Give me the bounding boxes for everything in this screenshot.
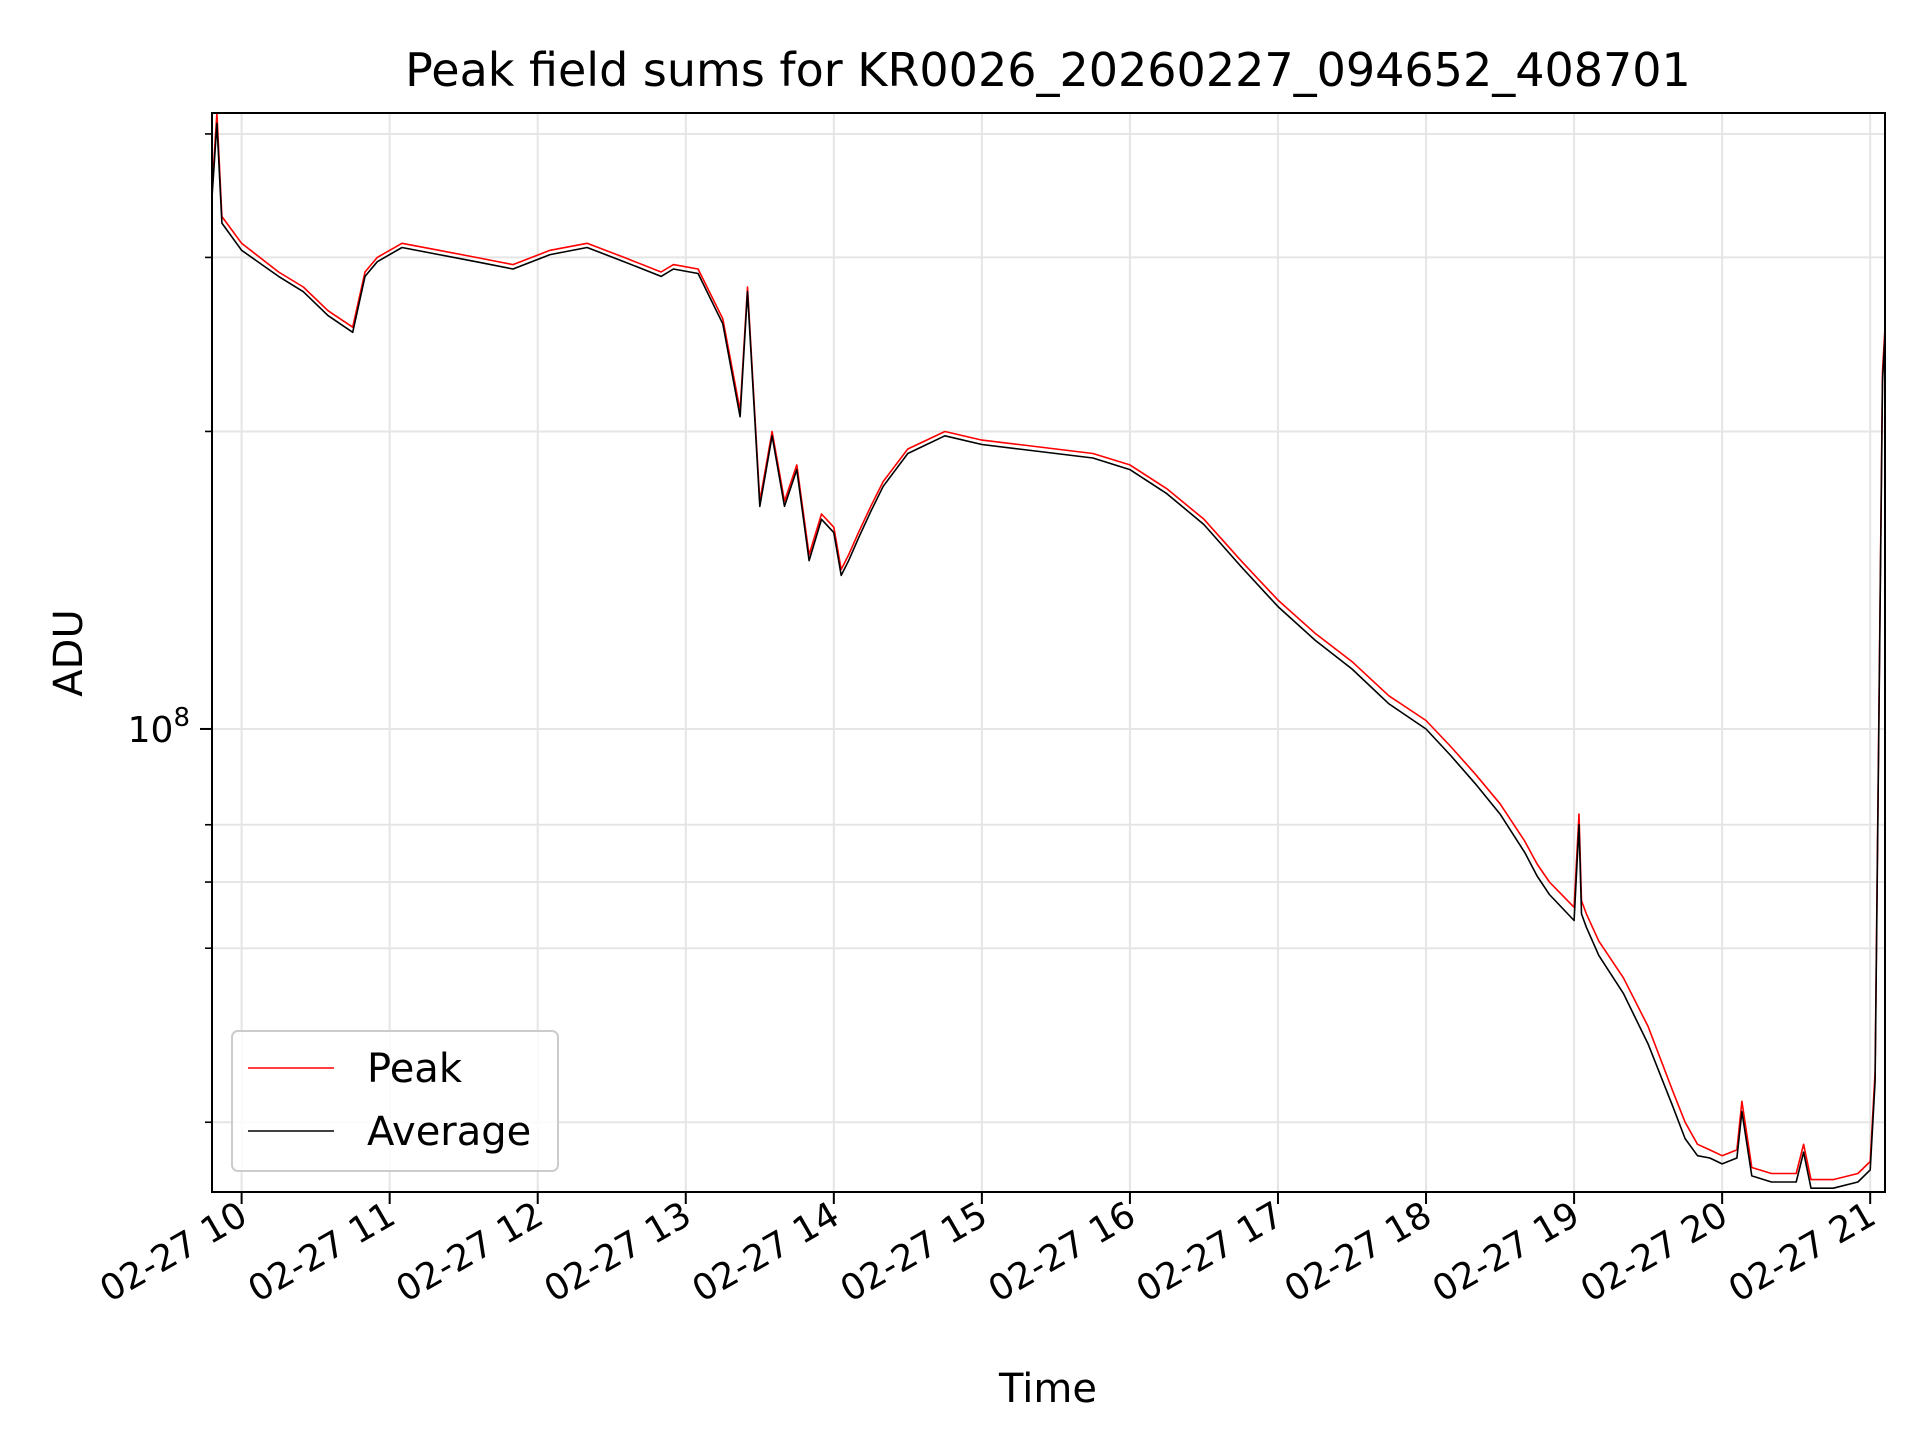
series-layer <box>212 113 1885 1189</box>
grid <box>212 113 1885 1192</box>
y-tick-label: 108 <box>128 703 190 751</box>
series-line-average <box>212 122 1885 1189</box>
y-axis: 108 <box>128 133 212 1124</box>
plot-frame <box>211 112 1886 1193</box>
x-axis-label: Time <box>998 1366 1097 1412</box>
series-line-peak <box>212 113 1885 1181</box>
legend: Peak Average <box>231 1030 559 1172</box>
legend-label-peak: Peak <box>367 1046 463 1092</box>
y-tick-label-exponent: 8 <box>173 703 190 733</box>
legend-box <box>231 1030 559 1172</box>
legend-label-average: Average <box>367 1109 531 1155</box>
chart-title: Peak field sums for KR0026_20260227_0946… <box>405 43 1691 97</box>
y-tick-label-base: 10 <box>128 710 174 751</box>
y-axis-label: ADU <box>46 609 92 696</box>
